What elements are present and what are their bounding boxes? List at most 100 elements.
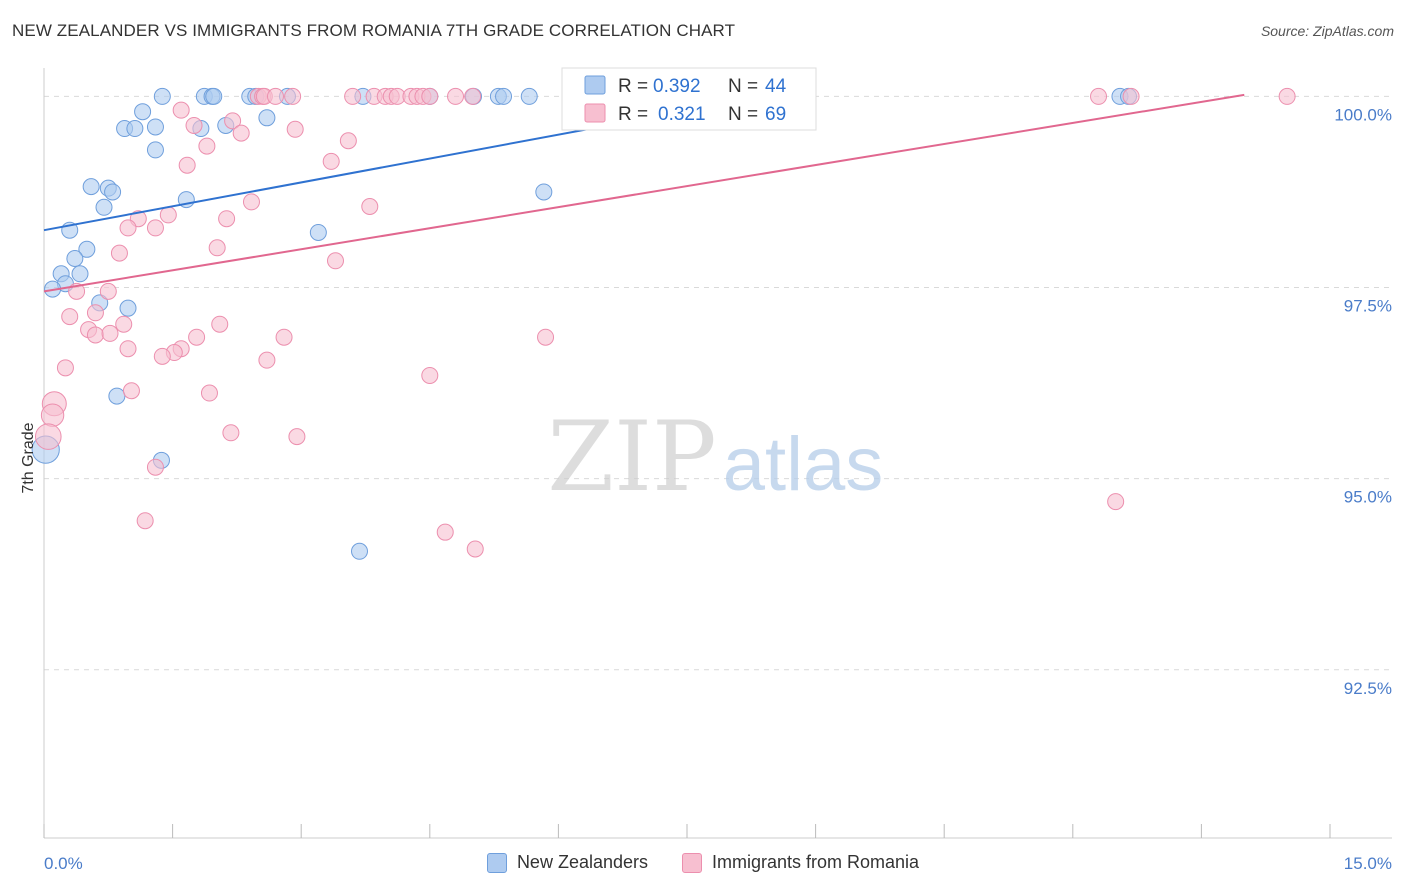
point-romania (232, 124, 250, 142)
legend-swatch-new-zealanders (486, 852, 507, 873)
point-romania (99, 282, 117, 300)
point-romania (1278, 87, 1296, 105)
point-new-zealanders (535, 183, 553, 201)
point-romania (146, 219, 164, 237)
point-romania (153, 347, 171, 365)
point-romania (288, 428, 306, 446)
watermark: ZIP atlas (547, 401, 883, 513)
point-romania (275, 328, 293, 346)
legend: R = 0.392 N = 44 R = 0.321 N = 69 (561, 67, 817, 131)
point-romania (322, 152, 340, 170)
point-new-zealanders (95, 198, 113, 216)
point-romania (286, 120, 304, 138)
point-romania (119, 340, 137, 358)
y-tick-label: 97.5% (1344, 297, 1392, 316)
point-romania (86, 326, 104, 344)
point-romania (198, 137, 216, 155)
bottom-legend-label-new-zealanders: New Zealanders (516, 852, 648, 872)
point-new-zealanders (520, 87, 538, 105)
point-new-zealanders (119, 299, 137, 317)
chart-title: NEW ZEALANDER VS IMMIGRANTS FROM ROMANIA… (12, 21, 736, 40)
point-new-zealanders (82, 178, 100, 196)
point-romania (61, 308, 79, 326)
gridlines (44, 95, 1392, 671)
point-romania (185, 116, 203, 134)
point-new-zealanders (146, 118, 164, 136)
y-tick-label: 100.0% (1334, 105, 1392, 124)
point-romania (101, 324, 119, 342)
point-romania (119, 219, 137, 237)
point-new-zealanders (205, 87, 223, 105)
point-romania (211, 315, 229, 333)
point-romania (464, 87, 482, 105)
point-romania (344, 87, 362, 105)
bottom-legend-item-romania: Immigrants from Romania (682, 852, 919, 873)
point-romania (136, 512, 154, 530)
point-new-zealanders (78, 240, 96, 258)
bottom-legend-label-romania: Immigrants from Romania (712, 852, 920, 872)
point-romania (537, 328, 555, 346)
point-new-zealanders (104, 183, 122, 201)
point-romania (266, 87, 284, 105)
axes (43, 68, 1392, 839)
legend-n-value-blue: 44 (765, 76, 787, 97)
point-romania (447, 87, 465, 105)
point-romania (436, 523, 454, 541)
legend-r-label-blue: R = (618, 76, 648, 97)
y-tick-label: 92.5% (1344, 679, 1392, 698)
point-romania (172, 101, 190, 119)
legend-n-label-blue: N = (728, 76, 758, 97)
point-romania (122, 382, 140, 400)
watermark-atlas: atlas (723, 422, 884, 507)
y-axis-title: 7th Grade (20, 422, 37, 493)
point-romania (86, 304, 104, 322)
point-new-zealanders (71, 265, 89, 283)
legend-r-label-pink: R = (618, 104, 648, 125)
point-new-zealanders (108, 387, 126, 405)
point-new-zealanders (309, 223, 327, 241)
y-tick-label: 95.0% (1344, 488, 1392, 507)
point-romania (242, 193, 260, 211)
point-romania (159, 206, 177, 224)
point-new-zealanders (350, 542, 368, 560)
point-romania (258, 351, 276, 369)
point-romania (188, 328, 206, 346)
point-romania (1090, 87, 1108, 105)
legend-n-value-pink: 69 (765, 104, 786, 125)
legend-r-value-pink: 0.321 (658, 104, 706, 125)
bottom-legend-item-new-zealanders: New Zealanders (486, 852, 648, 873)
point-new-zealanders (126, 120, 144, 138)
point-new-zealanders (134, 103, 152, 121)
point-romania (208, 239, 226, 257)
legend-swatch-romania (682, 852, 702, 873)
y-tick-labels: 92.5% 95.0% 97.5% 100.0% (1334, 105, 1392, 697)
point-romania (339, 132, 357, 150)
legend-n-label-pink: N = (728, 104, 758, 125)
point-new-zealanders (153, 87, 171, 105)
point-romania (110, 244, 128, 262)
point-romania (218, 210, 236, 228)
bottom-legend: New Zealanders Immigrants from Romania (0, 852, 1406, 873)
point-romania (224, 112, 242, 130)
point-new-zealanders (495, 87, 513, 105)
point-new-zealanders (258, 109, 276, 127)
point-romania (361, 197, 379, 215)
point-romania (40, 403, 65, 427)
point-romania (466, 540, 484, 558)
point-romania (200, 384, 218, 402)
source-label: Source: ZipAtlas.com (1260, 23, 1394, 39)
x-tick-label-max: 15.0% (1344, 854, 1392, 873)
point-romania (222, 424, 240, 442)
point-romania (34, 423, 62, 450)
point-romania (326, 252, 344, 270)
legend-swatch-blue (584, 75, 606, 95)
point-romania (56, 359, 74, 377)
point-romania (146, 458, 164, 476)
point-new-zealanders (146, 141, 164, 159)
legend-swatch-pink (584, 103, 606, 123)
point-romania (284, 87, 302, 105)
trend-line-romania (43, 93, 1245, 293)
watermark-zip: ZIP (547, 401, 716, 513)
point-romania (421, 87, 439, 105)
